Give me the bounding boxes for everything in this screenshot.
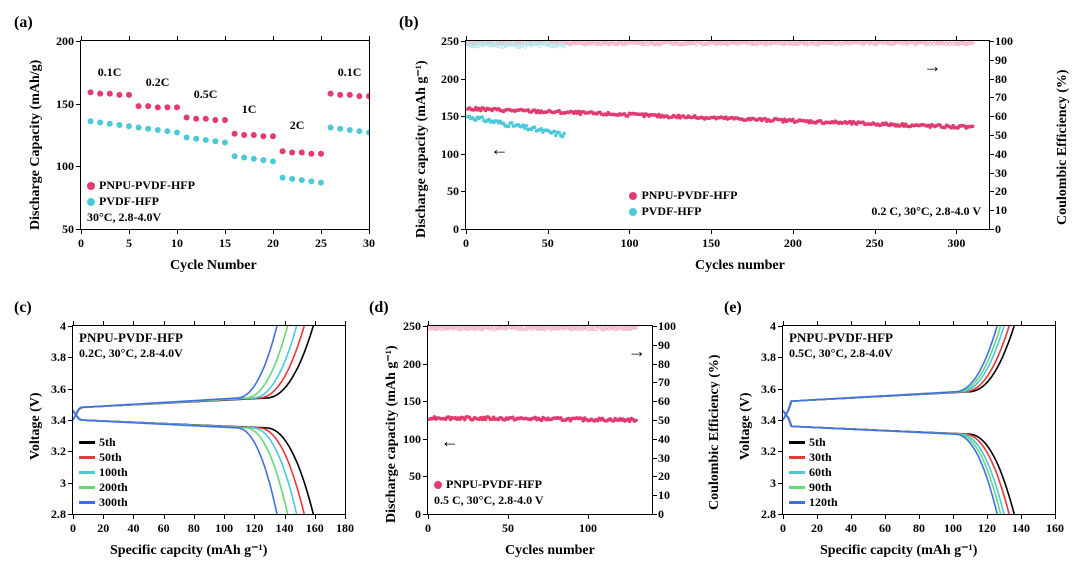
panel-e: (e) 0204060801001201401602.833.23.43.63.… [720, 295, 1070, 565]
panel-d-label: (d) [369, 299, 389, 317]
panel-b-ylabel-left: Discharge capacity (mAh g⁻¹) [413, 60, 430, 238]
panel-b: (b) 050100150200250300050100150200250010… [395, 10, 1070, 280]
panel-b-plot: 0501001502002503000501001502002500102030… [465, 40, 990, 230]
panel-c-ylabel: Voltage (V) [28, 392, 44, 460]
panel-a-plot: 051015202530501001502000.1C0.2C0.5C1C2C0… [80, 40, 370, 230]
figure-root: (a) 051015202530501001502000.1C0.2C0.5C1… [0, 0, 1080, 577]
panel-c-plot: 0204060801001201401601802.833.23.43.63.8… [72, 325, 346, 515]
panel-c-xlabel: Specific capcity (mAh g⁻¹) [110, 542, 267, 559]
panel-b-xlabel: Cycles number [695, 258, 785, 274]
panel-c: (c) 0204060801001201401601802.833.23.43.… [10, 295, 360, 565]
panel-e-ylabel: Voltage (V) [738, 392, 754, 460]
panel-d-plot: 0501000501001502002500102030405060708090… [427, 325, 653, 515]
panel-b-ylabel-right: Coulombic Efficiency (%) [1055, 69, 1071, 225]
panel-a-label: (a) [14, 14, 33, 32]
panel-a-xlabel: Cycle Number [170, 258, 257, 274]
panel-b-label: (b) [399, 14, 419, 32]
panel-d: (d) 050100050100150200250010203040506070… [365, 295, 715, 565]
panel-a-ylabel: Discharge Capacity (mAh/g) [28, 60, 44, 230]
panel-a: (a) 051015202530501001502000.1C0.2C0.5C1… [10, 10, 390, 280]
panel-c-label: (c) [14, 299, 32, 317]
panel-e-label: (e) [724, 299, 742, 317]
panel-e-plot: 0204060801001201401602.833.23.43.63.84PN… [782, 325, 1056, 515]
panel-d-ylabel-left: Discharge capacity (mAh g⁻¹) [383, 345, 400, 523]
panel-e-xlabel: Specific capcity (mAh g⁻¹) [820, 542, 977, 559]
panel-d-xlabel: Cycles number [505, 543, 595, 559]
